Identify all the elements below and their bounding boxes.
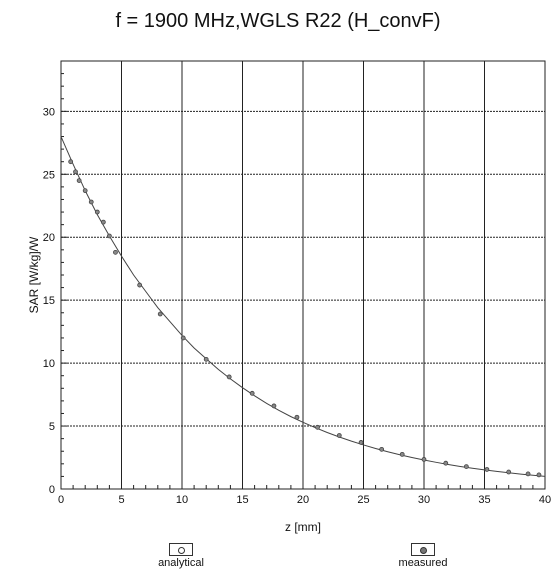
- measured-point: [157, 311, 163, 317]
- measured-points: [68, 159, 542, 478]
- legend-analytical: analytical: [136, 543, 226, 569]
- x-tick-label: 30: [418, 494, 430, 506]
- y-tick-label: 15: [43, 295, 55, 307]
- chart-title: f = 1900 MHz,WGLS R22 (H_convF): [115, 10, 441, 32]
- measured-point: [271, 403, 277, 409]
- measured-point: [463, 464, 469, 469]
- measured-point: [294, 414, 300, 420]
- y-tick-label: 5: [49, 421, 55, 433]
- measured-point: [180, 335, 186, 341]
- measured-point: [336, 433, 342, 438]
- grid: [61, 61, 545, 489]
- x-tick-label: 5: [118, 494, 124, 506]
- x-tick-labels: 0 5 10 15 20 25 30 35 40: [58, 494, 551, 506]
- measured-marker-icon: [420, 546, 427, 554]
- measured-point: [68, 159, 74, 165]
- x-axis-label: z [mm]: [285, 520, 321, 534]
- measured-point: [203, 356, 209, 362]
- measured-point: [399, 451, 405, 457]
- measured-point: [315, 424, 320, 430]
- y-tick-label: 25: [43, 169, 55, 181]
- legend-measured-swatch: [411, 543, 435, 556]
- x-tick-label: 25: [357, 494, 369, 506]
- y-axis-label: SAR [W/kg]/W: [27, 236, 41, 313]
- measured-point: [536, 472, 542, 478]
- measured-point: [506, 469, 512, 475]
- measured-point: [484, 467, 490, 472]
- legend-analytical-label: analytical: [158, 557, 204, 569]
- x-tick-label: 40: [539, 494, 551, 506]
- minor-ticks: [60, 60, 546, 490]
- legend-measured-label: measured: [398, 557, 448, 569]
- measured-point: [226, 374, 232, 380]
- measured-point: [443, 460, 449, 466]
- measured-point: [525, 471, 531, 477]
- measured-point: [421, 457, 427, 462]
- y-tick-label: 10: [43, 358, 55, 370]
- measured-point: [100, 219, 106, 225]
- x-tick-label: 15: [236, 494, 248, 506]
- x-tick-label: 20: [297, 494, 309, 506]
- x-tick-label: 0: [58, 494, 64, 506]
- analytical-marker-icon: [178, 546, 185, 554]
- measured-point: [137, 282, 143, 288]
- measured-point: [113, 249, 118, 255]
- y-tick-labels: 0 5 10 15 20 25 30: [43, 106, 55, 496]
- measured-point: [379, 446, 385, 452]
- measured-point: [249, 390, 255, 396]
- measured-point: [88, 199, 94, 205]
- legend-measured: measured: [378, 543, 468, 569]
- x-tick-label: 35: [478, 494, 490, 506]
- x-tick-label: 10: [176, 494, 188, 506]
- legend-analytical-swatch: [169, 543, 193, 556]
- measured-point: [82, 188, 88, 194]
- y-tick-label: 0: [49, 484, 55, 496]
- measured-point: [73, 169, 78, 175]
- y-tick-label: 20: [43, 232, 55, 244]
- measured-point: [94, 209, 100, 215]
- measured-point: [358, 440, 364, 445]
- y-tick-label: 30: [43, 106, 55, 118]
- measured-point: [107, 233, 112, 239]
- measured-point: [76, 178, 82, 183]
